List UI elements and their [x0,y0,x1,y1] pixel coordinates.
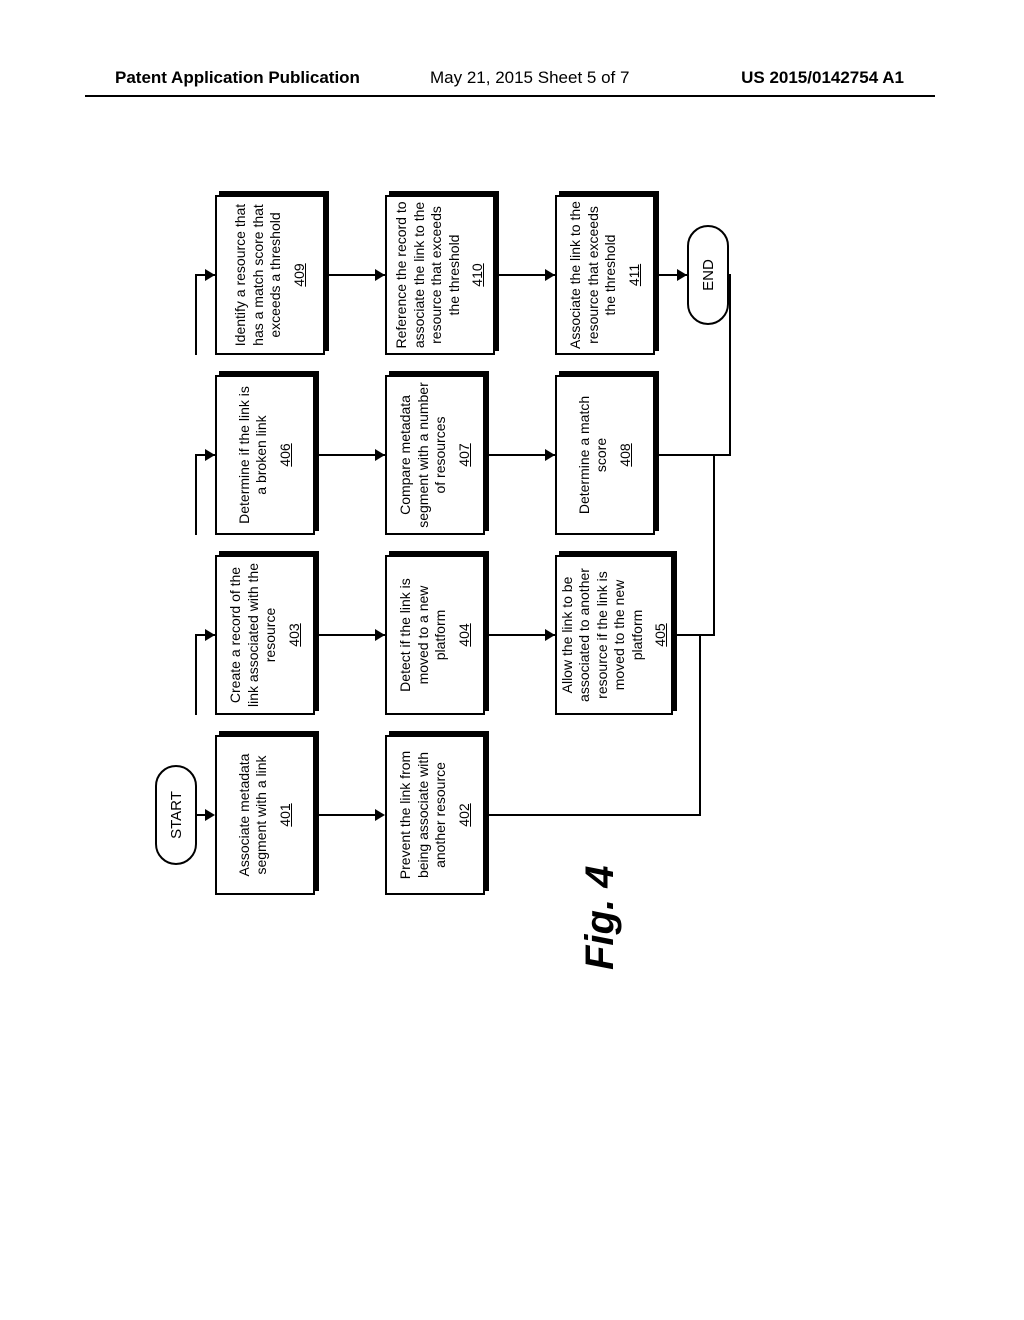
connector [319,634,377,636]
arrow-down-icon [205,449,215,461]
terminal-start-label: START [168,791,185,839]
connector [729,275,731,456]
step-402: Prevent the link from being associate wi… [385,735,485,895]
step-text: Detect if the link is moved to a new pla… [397,561,450,709]
step-text: Associate the link to the resource that … [567,201,620,349]
terminal-end: END [687,225,729,325]
step-ref: 402 [456,803,474,826]
header-center: May 21, 2015 Sheet 5 of 7 [430,68,629,88]
step-ref: 408 [617,443,635,466]
arrow-down-icon [677,269,687,281]
connector [195,455,197,535]
header-rule [85,95,935,97]
connector [699,635,701,816]
arrow-down-icon [205,269,215,281]
step-408: Determine a match score 408 [555,375,655,535]
connector [195,635,197,715]
arrow-down-icon [205,809,215,821]
arrow-down-icon [375,629,385,641]
step-407: Compare metadata segment with a number o… [385,375,485,535]
connector [319,454,377,456]
arrow-down-icon [375,269,385,281]
step-403: Create a record of the link associated w… [215,555,315,715]
connector [659,274,679,276]
arrow-down-icon [375,809,385,821]
step-text: Associate metadata segment with a link [236,741,271,889]
step-ref: 411 [626,264,644,286]
flowchart: START Associate metadata segment with a … [155,275,895,895]
header-right: US 2015/0142754 A1 [741,68,904,88]
page-header: Patent Application Publication May 21, 2… [0,68,1024,92]
step-405: Allow the link to be associated to anoth… [555,555,673,715]
arrow-down-icon [545,629,555,641]
step-409: Identify a resource that has a match sco… [215,195,325,355]
header-left: Patent Application Publication [115,68,360,88]
connector [489,454,547,456]
step-ref: 405 [652,623,670,646]
step-text: Create a record of the link associated w… [227,561,280,709]
connector [489,634,547,636]
arrow-down-icon [205,629,215,641]
step-411: Associate the link to the resource that … [555,195,655,355]
step-text: Compare metadata segment with a number o… [397,381,450,529]
connector [659,454,729,456]
connector [713,455,715,636]
connector [319,814,377,816]
arrow-down-icon [545,269,555,281]
connector [677,634,713,636]
step-text: Determine a match score [576,381,611,529]
page: Patent Application Publication May 21, 2… [0,0,1024,1320]
step-ref: 401 [277,803,295,826]
step-401: Associate metadata segment with a link 4… [215,735,315,895]
step-ref: 403 [286,623,304,646]
connector [499,274,547,276]
step-text: Allow the link to be associated to anoth… [559,561,647,709]
step-406: Determine if the link is a broken link 4… [215,375,315,535]
terminal-end-label: END [700,259,717,291]
arrow-down-icon [545,449,555,461]
step-ref: 409 [291,263,309,286]
step-ref: 410 [469,263,487,286]
connector [195,275,197,355]
step-ref: 406 [277,443,295,466]
step-ref: 404 [456,623,474,646]
connector [329,274,377,276]
step-ref: 407 [456,443,474,466]
step-text: Reference the record to associate the li… [393,201,463,349]
arrow-down-icon [375,449,385,461]
step-410: Reference the record to associate the li… [385,195,495,355]
terminal-start: START [155,765,197,865]
connector [489,814,699,816]
step-text: Prevent the link from being associate wi… [397,741,450,889]
step-text: Identify a resource that has a match sco… [232,201,285,349]
step-text: Determine if the link is a broken link [236,381,271,529]
step-404: Detect if the link is moved to a new pla… [385,555,485,715]
